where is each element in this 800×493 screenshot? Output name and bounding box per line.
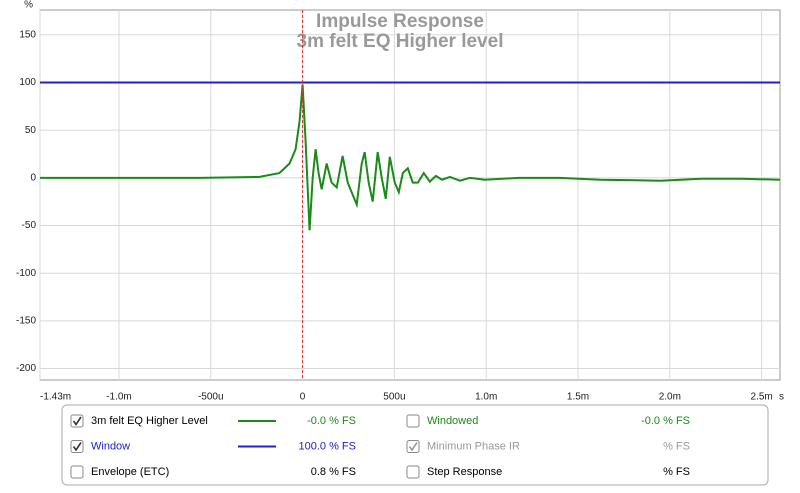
x-tick-label: 2.5m [751,392,773,403]
y-tick-label: -50 [22,220,37,231]
chart-subtitle: 3m felt EQ Higher level [297,31,504,52]
legend-name: Windowed [427,415,478,427]
checkbox[interactable] [70,465,84,479]
checkbox[interactable] [406,465,420,479]
checkbox[interactable] [406,440,420,453]
x-tick-label: 2.0m [659,392,681,403]
legend-value: 100.0 % FS [299,440,356,452]
legend-name: Envelope (ETC) [91,466,169,478]
checkmark [72,416,82,426]
checkbox[interactable] [406,414,420,428]
x-tick-label: 0 [300,392,306,403]
x-tick-label: -1.0m [106,392,132,403]
checkbox[interactable] [70,414,84,428]
series-line [40,84,781,231]
legend-value: % FS [663,466,690,478]
plot-area [39,9,781,381]
x-tick-label: 500u [383,392,405,403]
legend-value: -0.0 % FS [307,415,356,427]
legend-name: 3m felt EQ Higher Level [91,415,208,427]
x-tick-label: 1.0m [475,392,497,403]
y-tick-label: 0 [30,172,36,183]
y-tick-label: -200 [16,363,36,374]
y-tick-label: 100 [19,77,36,88]
legend-value: -0.0 % FS [641,415,690,427]
y-tick-label: -100 [16,268,36,279]
x-tick-label: 1.5m [567,392,589,403]
x-tick-label: -1.43m [40,392,71,403]
checkmark [72,442,82,452]
y-tick-label: 50 [25,125,37,136]
legend-name: Step Response [427,466,502,478]
checkmark [408,442,418,452]
y-axis-label: % [24,0,33,11]
legend-value: % FS [663,440,690,452]
legend-name: Minimum Phase IR [427,440,520,452]
y-tick-label: -150 [16,316,36,327]
x-axis-label: s [779,392,784,403]
y-tick-label: 150 [19,29,36,40]
legend-name: Window [91,440,130,452]
x-tick-label: -500u [198,392,224,403]
legend-value: 0.8 % FS [311,466,356,478]
checkbox[interactable] [70,440,84,453]
chart-title: Impulse Response [316,11,484,32]
